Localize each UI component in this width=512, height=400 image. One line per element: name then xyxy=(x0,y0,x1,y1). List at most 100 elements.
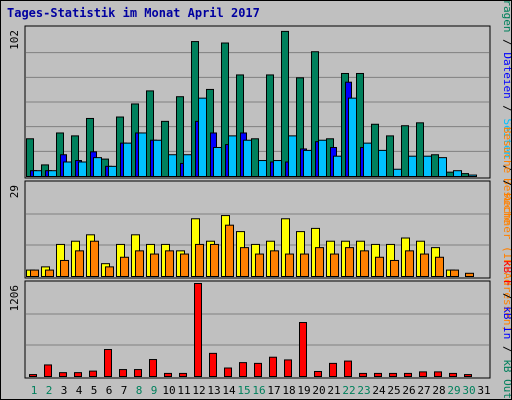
day-label-31: 31 xyxy=(477,384,490,397)
bar-kb-day-13 xyxy=(210,353,217,376)
day-label-15: 15 xyxy=(237,384,250,397)
bar-seiten-day-28 xyxy=(439,158,447,177)
bar-kb-day-18 xyxy=(285,360,292,377)
day-label-11: 11 xyxy=(177,384,190,397)
bar-seiten-day-15 xyxy=(244,140,252,176)
bar-seiten-day-24 xyxy=(379,150,387,176)
bar-kb-day-16 xyxy=(255,363,262,376)
bar-seiten-day-4 xyxy=(79,162,87,177)
day-label-7: 7 xyxy=(121,384,128,397)
panel-visits-ymax-label: 29 xyxy=(8,185,21,198)
bar-kb-day-19 xyxy=(300,323,307,377)
bar-rechner-day-10 xyxy=(166,251,174,277)
bar-kb-day-9 xyxy=(150,360,157,377)
day-label-17: 17 xyxy=(267,384,280,397)
day-label-1: 1 xyxy=(31,384,38,397)
bar-seiten-day-25 xyxy=(394,169,402,176)
bar-rechner-day-16 xyxy=(256,254,264,276)
bar-rechner-day-3 xyxy=(61,260,69,276)
bar-rechner-day-30 xyxy=(466,273,474,276)
bar-rechner-day-12 xyxy=(196,244,204,276)
bar-kb-day-15 xyxy=(240,363,247,377)
panel-kbytes-legend-part: kB In xyxy=(501,306,511,339)
bar-kb-day-17 xyxy=(270,357,277,376)
bar-seiten-day-20 xyxy=(319,140,327,176)
panel-requests-legend-part: Dateien xyxy=(501,52,511,98)
bar-rechner-day-25 xyxy=(391,260,399,276)
bar-seiten-day-19 xyxy=(304,150,312,176)
bar-seiten-day-29 xyxy=(454,171,462,177)
bar-rechner-day-14 xyxy=(226,225,234,276)
bar-anfragen-day-25 xyxy=(387,136,394,177)
panel-kbytes-legend-part: / xyxy=(501,286,511,306)
bar-kb-day-7 xyxy=(120,370,127,377)
bar-kb-day-29 xyxy=(450,373,457,376)
bar-kb-day-2 xyxy=(45,365,52,377)
day-label-29: 29 xyxy=(447,384,460,397)
day-label-18: 18 xyxy=(282,384,295,397)
bar-kb-day-26 xyxy=(405,373,412,376)
day-label-12: 12 xyxy=(192,384,205,397)
panel-requests-ymax-label: 102 xyxy=(8,30,21,50)
bar-kb-day-5 xyxy=(90,371,97,376)
bar-seiten-day-7 xyxy=(124,143,132,176)
bar-seiten-day-3 xyxy=(64,162,72,177)
bar-seiten-day-1 xyxy=(34,171,42,177)
panel-visits-legend-part: / xyxy=(501,173,511,193)
bar-kb-day-1 xyxy=(30,375,37,377)
bar-kb-day-10 xyxy=(165,373,172,376)
bar-seiten-day-12 xyxy=(199,98,207,176)
bar-seiten-day-8 xyxy=(139,133,147,177)
day-label-5: 5 xyxy=(91,384,98,397)
bar-rechner-day-11 xyxy=(181,254,189,276)
bar-kb-day-25 xyxy=(390,373,397,376)
bar-kb-day-21 xyxy=(330,363,337,376)
bar-seiten-day-13 xyxy=(214,147,222,176)
bar-anfragen-day-30 xyxy=(462,174,469,177)
bar-seiten-day-30 xyxy=(469,175,477,176)
bar-rechner-day-6 xyxy=(106,267,114,277)
bar-anfragen-day-10 xyxy=(162,121,169,176)
bar-kb-day-6 xyxy=(105,350,112,377)
bar-seiten-day-21 xyxy=(334,156,342,176)
bar-kb-day-23 xyxy=(360,373,367,376)
bar-seiten-day-22 xyxy=(349,98,357,176)
day-label-8: 8 xyxy=(136,384,143,397)
day-label-27: 27 xyxy=(417,384,430,397)
bar-seiten-day-6 xyxy=(109,166,117,176)
bar-rechner-day-15 xyxy=(241,248,249,277)
panel-kbytes-legend: kB F / kB In / kB Out xyxy=(501,260,511,399)
bar-rechner-day-26 xyxy=(406,251,414,277)
bar-anfragen-day-27 xyxy=(417,123,424,177)
bar-seiten-day-27 xyxy=(424,156,432,176)
panel-requests-legend-part: Anfragen xyxy=(501,1,511,32)
bar-rechner-day-13 xyxy=(211,244,219,276)
bar-seiten-day-2 xyxy=(49,171,57,177)
day-label-14: 14 xyxy=(222,384,236,397)
panel-requests-legend-part: / xyxy=(501,32,511,52)
bar-seiten-day-17 xyxy=(274,161,282,177)
bar-anfragen-day-29 xyxy=(447,172,454,176)
bar-kb-day-27 xyxy=(420,372,427,377)
bar-kb-day-12 xyxy=(195,284,202,377)
bar-anfragen-day-26 xyxy=(402,126,409,177)
bar-seiten-day-26 xyxy=(409,156,417,176)
bar-anfragen-day-24 xyxy=(372,124,379,176)
bar-seiten-day-11 xyxy=(184,155,192,177)
bar-seiten-day-18 xyxy=(289,136,297,177)
bar-rechner-day-20 xyxy=(316,248,324,277)
bar-rechner-day-28 xyxy=(436,257,444,276)
bar-seiten-day-10 xyxy=(169,155,177,177)
bar-kb-day-11 xyxy=(180,373,187,376)
day-label-13: 13 xyxy=(207,384,220,397)
day-label-22: 22 xyxy=(342,384,355,397)
bar-anfragen-day-28 xyxy=(432,155,439,177)
bar-rechner-day-23 xyxy=(361,251,369,277)
bar-kb-day-14 xyxy=(225,368,232,376)
day-label-23: 23 xyxy=(357,384,370,397)
bar-rechner-day-7 xyxy=(121,257,129,276)
bar-rechner-day-9 xyxy=(151,254,159,276)
day-label-26: 26 xyxy=(402,384,415,397)
